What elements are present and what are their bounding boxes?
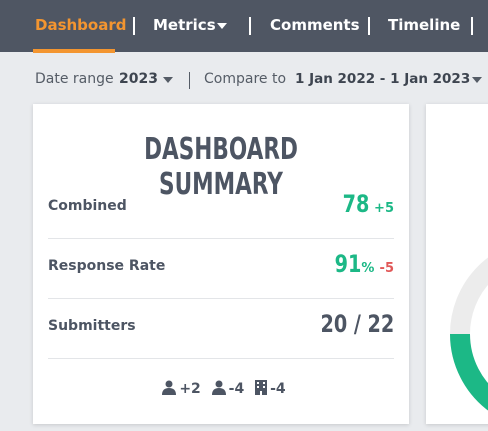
- filter-value[interactable]: 1 Jan 2022 - 1 Jan 2023: [295, 71, 471, 87]
- dropdown-arrow[interactable]: [163, 77, 173, 83]
- filter-value[interactable]: 2023: [119, 71, 158, 87]
- person-icon: [162, 380, 177, 395]
- nav-bar: Dashboard Metrics Comments Timeline: [0, 0, 488, 53]
- summary-row: Response Rate 91% -5: [48, 238, 394, 298]
- filter-label: Compare to: [204, 71, 287, 87]
- building-icon: [255, 380, 268, 395]
- donut-segment: [450, 333, 488, 411]
- summary-footer: +2 -4 -4: [33, 380, 409, 397]
- active-underline: [33, 49, 115, 53]
- row-value: 20 / 22: [320, 310, 394, 338]
- separator: [249, 17, 251, 35]
- dropdown-arrow: [217, 23, 227, 29]
- row-unit: %: [361, 261, 375, 276]
- row-value: 91: [334, 250, 362, 278]
- row-label: Combined: [48, 198, 127, 214]
- row-change: -5: [379, 261, 394, 276]
- card-title: DASHBOARD SUMMARY: [144, 132, 298, 202]
- footer-stat: +2: [179, 381, 201, 397]
- donut-chart: [450, 257, 488, 411]
- separator: [368, 17, 370, 35]
- chart-card: [426, 104, 488, 424]
- separator: [471, 17, 473, 35]
- nav-item[interactable]: Metrics: [153, 16, 216, 34]
- separator: [133, 17, 135, 35]
- dropdown-arrow[interactable]: [472, 77, 482, 83]
- nav-item[interactable]: Timeline: [388, 16, 461, 34]
- person-icon: [211, 380, 226, 395]
- divider: [48, 298, 394, 299]
- row-label: Submitters: [48, 318, 136, 334]
- row-value: 78: [342, 190, 369, 218]
- nav-item[interactable]: Dashboard: [35, 16, 127, 34]
- summary-row: Submitters 20 / 22: [48, 298, 394, 358]
- divider: [48, 238, 394, 239]
- footer-stat: -4: [228, 381, 245, 397]
- footer-stat: -4: [270, 381, 286, 397]
- separator: [189, 72, 190, 89]
- nav-item[interactable]: Comments: [270, 16, 360, 34]
- divider: [48, 358, 394, 359]
- summary-row: Combined 78 +5: [48, 178, 394, 238]
- row-change: +5: [374, 201, 394, 216]
- filter-label: Date range: [35, 71, 114, 87]
- summary-card: DASHBOARD SUMMARY Combined 78 +5 Respons…: [33, 104, 409, 424]
- row-label: Response Rate: [48, 258, 166, 274]
